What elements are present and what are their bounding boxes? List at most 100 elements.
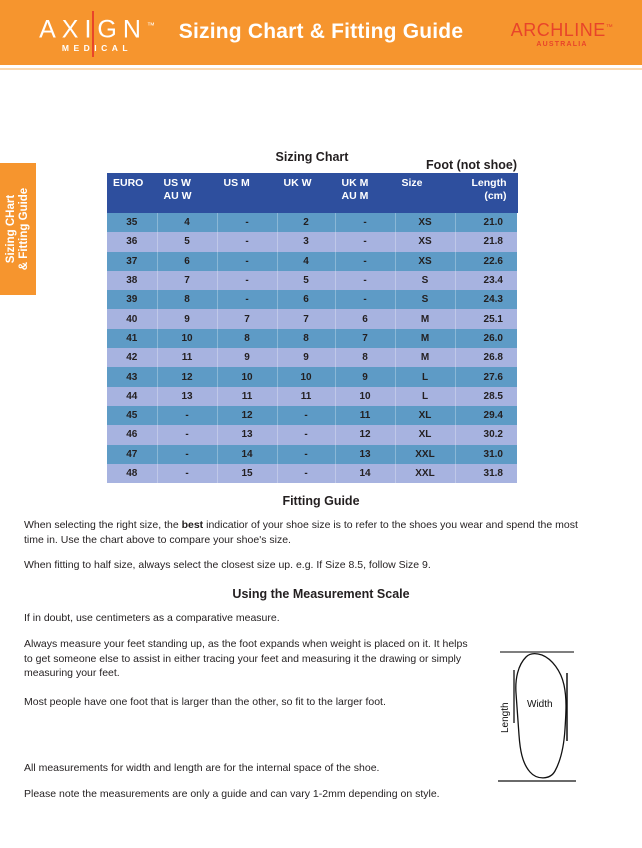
fitting-p1-after: indicatior of your shoe size is to refer… bbox=[24, 519, 578, 546]
table-cell-uk-m: 13 bbox=[335, 444, 396, 464]
table-cell-euro: 46 bbox=[107, 425, 158, 445]
table-cell-us-m: - bbox=[217, 270, 278, 291]
col-header-main: US M bbox=[223, 177, 250, 189]
table-cell-uk-w: - bbox=[277, 425, 336, 445]
table-cell-uk-m: 6 bbox=[335, 309, 396, 329]
table-cell-us-m: 8 bbox=[217, 328, 278, 349]
table-cell-uk-w: 2 bbox=[277, 213, 336, 233]
table-body: 35 4-2- XS 21.0 36 5-3- XS 21.8 37 6-4- XS 22.6 38 7-… bbox=[107, 213, 517, 484]
table-cell-length: 24.3 bbox=[455, 290, 517, 310]
table-cell-us-w: 8 bbox=[157, 290, 218, 310]
table-cell-us-m: 15 bbox=[217, 463, 278, 484]
table-cell-euro: 41 bbox=[107, 328, 158, 349]
foot-width-label: Width bbox=[527, 699, 553, 710]
table-cell-length: 31.0 bbox=[455, 444, 517, 464]
table-cell-size: XL bbox=[395, 425, 456, 445]
table-row: 43 12 10 10 9 L 27.6 bbox=[107, 367, 517, 387]
table-col-header-length: Length (cm) bbox=[455, 173, 518, 213]
col-header-main: UK W bbox=[283, 177, 312, 189]
table-header-row: EURO US W AU W US M UK W UK M AU M Size Length (c… bbox=[107, 173, 518, 213]
table-cell-size: M bbox=[395, 328, 456, 349]
table-cell-us-w: 13 bbox=[157, 386, 218, 406]
table-cell-uk-w: - bbox=[277, 463, 336, 484]
table-cell-us-w: 7 bbox=[157, 270, 218, 291]
col-header-sub: (cm) bbox=[484, 190, 507, 202]
col-header-main: EURO bbox=[113, 177, 144, 189]
table-row: 48-15-14 XXL 31.8 bbox=[107, 463, 517, 484]
table-cell-us-w: 6 bbox=[157, 251, 218, 271]
table-col-header-uk-m: UK M AU M bbox=[335, 173, 396, 213]
foot-measurement-diagram: Width Length bbox=[496, 645, 636, 805]
col-header-main: Length bbox=[471, 177, 507, 189]
table-cell-uk-w: 10 bbox=[277, 367, 336, 387]
archline-logo-word-text: ARCHLINE bbox=[510, 20, 606, 40]
table-row: 46-13-12 XL 30.2 bbox=[107, 425, 517, 445]
table-cell-euro: 36 bbox=[107, 232, 158, 252]
table-cell-uk-m: 7 bbox=[335, 328, 396, 349]
table-cell-uk-m: - bbox=[335, 290, 396, 310]
table-row: 44 13 11 11 10 L 28.5 bbox=[107, 386, 517, 406]
table-cell-uk-m: 14 bbox=[335, 463, 396, 484]
foot-length-label: Length bbox=[500, 702, 511, 733]
table-cell-length: 26.0 bbox=[455, 328, 517, 349]
fitting-guide-paragraph-1: When selecting the right size, the best … bbox=[24, 518, 596, 547]
table-cell-us-m: 12 bbox=[217, 405, 278, 426]
table-col-header-us-w: US W AU W bbox=[157, 173, 218, 213]
table-cell-size: S bbox=[395, 290, 456, 310]
table-row: 36 5-3- XS 21.8 bbox=[107, 232, 517, 252]
table-cell-length: 21.0 bbox=[455, 213, 517, 233]
axign-logo-subtitle: MEDICAL bbox=[61, 43, 133, 54]
table-cell-us-w: 5 bbox=[157, 232, 218, 252]
table-cell-uk-m: - bbox=[335, 232, 396, 252]
archline-logo-wordmark: ARCHLINE™ bbox=[508, 18, 616, 40]
table-cell-euro: 47 bbox=[107, 444, 158, 464]
fitting-p1-before: When selecting the right size, the bbox=[24, 519, 182, 531]
archline-logo-trademark: ™ bbox=[605, 24, 614, 31]
table-cell-size: M bbox=[395, 348, 456, 368]
table-row: 45-12-11 XL 29.4 bbox=[107, 405, 517, 426]
table-row: 47-14-13 XXL 31.0 bbox=[107, 444, 517, 464]
side-tab-label: Sizing CHart & Fitting Guide bbox=[0, 163, 36, 295]
fitting-p1-bold: best bbox=[181, 519, 204, 531]
side-tab-line2: & Fitting Guide bbox=[18, 187, 30, 271]
table-cell-us-w: 11 bbox=[157, 348, 218, 368]
table-cell-size: XS bbox=[395, 232, 456, 252]
measurement-paragraph-1: If in doubt, use centimeters as a compar… bbox=[24, 612, 280, 624]
measurement-paragraph-4: All measurements for width and length ar… bbox=[24, 762, 380, 774]
fitting-guide-paragraph-2: When fitting to half size, always select… bbox=[24, 559, 431, 571]
table-cell-length: 31.8 bbox=[455, 463, 517, 484]
table-cell-size: XXL bbox=[395, 444, 456, 464]
table-row: 38 7-5- S 23.4 bbox=[107, 270, 517, 291]
table-cell-uk-w: 4 bbox=[277, 251, 336, 271]
table-cell-euro: 44 bbox=[107, 386, 158, 406]
table-cell-size: S bbox=[395, 270, 456, 291]
table-cell-us-w: 4 bbox=[157, 213, 218, 233]
col-header-sub: AU W bbox=[163, 190, 192, 202]
table-cell-us-m: - bbox=[217, 213, 278, 233]
table-cell-size: L bbox=[395, 367, 456, 387]
table-cell-uk-m: 8 bbox=[335, 348, 396, 368]
table-row: 37 6-4- XS 22.6 bbox=[107, 251, 517, 271]
table-cell-us-m: - bbox=[217, 290, 278, 310]
table-cell-euro: 38 bbox=[107, 270, 158, 291]
table-cell-size: XXL bbox=[395, 463, 456, 484]
table-cell-uk-m: 10 bbox=[335, 386, 396, 406]
measurement-paragraph-2: Always measure your feet standing up, as… bbox=[24, 638, 468, 679]
table-cell-uk-m: 9 bbox=[335, 367, 396, 387]
table-cell-uk-m: - bbox=[335, 270, 396, 291]
table-row: 42 11 9 9 8 M 26.8 bbox=[107, 348, 517, 368]
table-cell-euro: 39 bbox=[107, 290, 158, 310]
table-cell-uk-w: 11 bbox=[277, 386, 336, 406]
table-cell-us-m: 14 bbox=[217, 444, 278, 464]
table-cell-size: XS bbox=[395, 213, 456, 233]
header-underline-rule bbox=[0, 68, 642, 70]
table-cell-uk-w: 3 bbox=[277, 232, 336, 252]
table-cell-us-w: - bbox=[157, 405, 218, 426]
table-cell-length: 21.8 bbox=[455, 232, 517, 252]
table-cell-size: XL bbox=[395, 405, 456, 426]
table-cell-uk-w: 9 bbox=[277, 348, 336, 368]
table-cell-uk-w: - bbox=[277, 405, 336, 426]
table-cell-us-m: 11 bbox=[217, 386, 278, 406]
table-cell-us-w: 10 bbox=[157, 328, 218, 349]
table-col-header-size: Size bbox=[395, 173, 456, 213]
